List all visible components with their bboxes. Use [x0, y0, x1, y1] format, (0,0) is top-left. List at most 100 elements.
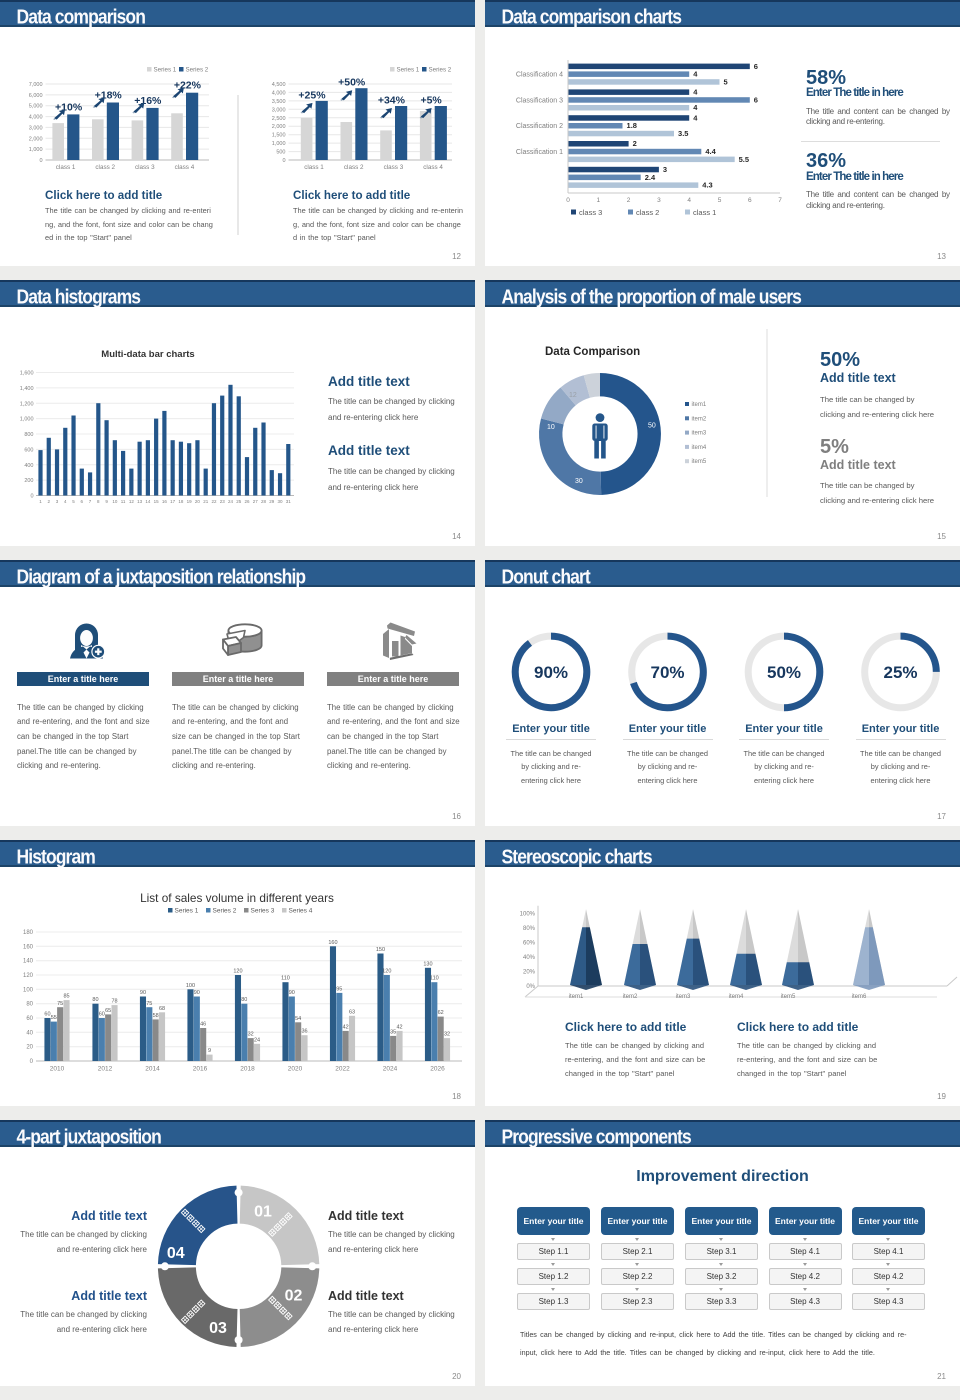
svg-text:20: 20 — [195, 499, 201, 504]
svg-text:Series 2: Series 2 — [186, 67, 209, 74]
svg-text:class 3: class 3 — [579, 208, 602, 217]
svg-text:100: 100 — [186, 983, 195, 989]
svg-text:500: 500 — [276, 150, 285, 156]
svg-text:Series 3: Series 3 — [251, 908, 275, 915]
svg-text:0: 0 — [282, 158, 285, 164]
svg-text:75: 75 — [146, 1001, 152, 1007]
svg-text:Classification 4: Classification 4 — [516, 72, 563, 79]
svg-text:150: 150 — [376, 947, 385, 953]
svg-text:21: 21 — [203, 499, 209, 504]
svg-text:60: 60 — [26, 1016, 33, 1022]
svg-text:800: 800 — [24, 432, 33, 438]
svg-text:46: 46 — [200, 1022, 206, 1028]
svg-text:4: 4 — [693, 103, 698, 112]
svg-text:6: 6 — [754, 62, 758, 71]
svg-text:78: 78 — [111, 999, 117, 1005]
svg-text:2010: 2010 — [50, 1066, 65, 1073]
svg-text:04: 04 — [167, 1245, 185, 1262]
svg-text:class 1: class 1 — [304, 164, 324, 171]
svg-text:item4: item4 — [729, 994, 744, 1000]
svg-text:5: 5 — [724, 77, 728, 86]
svg-text:120: 120 — [382, 969, 391, 975]
svg-text:2022: 2022 — [335, 1066, 350, 1073]
svg-text:4: 4 — [687, 197, 691, 204]
svg-text:2: 2 — [48, 499, 51, 504]
svg-text:1,600: 1,600 — [20, 371, 34, 377]
svg-text:4: 4 — [693, 113, 698, 122]
svg-text:54: 54 — [295, 1016, 301, 1022]
svg-text:3: 3 — [56, 499, 59, 504]
svg-text:class 4: class 4 — [423, 164, 443, 171]
svg-text:90%: 90% — [534, 663, 568, 682]
svg-text:25%: 25% — [883, 663, 917, 682]
svg-text:60%: 60% — [523, 941, 536, 947]
svg-text:140: 140 — [23, 959, 34, 965]
svg-text:27: 27 — [253, 499, 259, 504]
svg-text:23: 23 — [220, 499, 226, 504]
svg-text:class 3: class 3 — [384, 164, 404, 171]
svg-text:36: 36 — [301, 1029, 307, 1035]
svg-text:item2: item2 — [692, 416, 707, 422]
svg-text:4,500: 4,500 — [272, 82, 286, 88]
svg-text:1: 1 — [596, 197, 600, 204]
svg-text:3,500: 3,500 — [272, 99, 286, 105]
svg-text:6: 6 — [754, 95, 758, 104]
svg-text:40%: 40% — [523, 955, 536, 961]
svg-text:2,000: 2,000 — [29, 136, 43, 142]
svg-text:28: 28 — [261, 499, 267, 504]
svg-text:1: 1 — [39, 499, 42, 504]
svg-text:22: 22 — [211, 499, 217, 504]
svg-text:4: 4 — [64, 499, 67, 504]
svg-text:4: 4 — [693, 88, 698, 97]
svg-text:4,000: 4,000 — [29, 115, 43, 121]
svg-text:+22%: +22% — [174, 80, 202, 92]
svg-text:400: 400 — [24, 463, 33, 469]
svg-text:Series 2: Series 2 — [213, 908, 237, 915]
svg-text:5: 5 — [718, 197, 722, 204]
svg-text:item3: item3 — [676, 994, 691, 1000]
svg-text:31: 31 — [286, 499, 292, 504]
svg-text:50: 50 — [648, 423, 656, 430]
svg-text:3: 3 — [663, 165, 667, 174]
svg-text:68: 68 — [159, 1006, 165, 1012]
svg-text:2,000: 2,000 — [272, 124, 286, 130]
svg-text:1,000: 1,000 — [272, 141, 286, 147]
svg-text:16: 16 — [162, 499, 168, 504]
svg-text:12: 12 — [569, 392, 577, 399]
svg-text:30: 30 — [575, 478, 583, 485]
svg-text:4.3: 4.3 — [702, 181, 712, 190]
svg-text:90: 90 — [140, 990, 146, 996]
svg-text:2012: 2012 — [98, 1066, 113, 1073]
svg-text:class 2: class 2 — [344, 164, 364, 171]
svg-text:100%: 100% — [520, 912, 536, 918]
svg-text:Series 4: Series 4 — [289, 908, 313, 915]
svg-text:10: 10 — [112, 499, 118, 504]
svg-text:2.4: 2.4 — [645, 173, 656, 182]
svg-text:item4: item4 — [692, 445, 707, 451]
svg-text:13: 13 — [137, 499, 143, 504]
svg-text:2020: 2020 — [288, 1066, 303, 1073]
svg-text:90: 90 — [289, 990, 295, 996]
svg-text:85: 85 — [63, 994, 69, 1000]
svg-text:0: 0 — [30, 1059, 34, 1065]
svg-text:14: 14 — [145, 499, 151, 504]
svg-text:0%: 0% — [526, 984, 535, 990]
svg-text:35: 35 — [390, 1029, 396, 1035]
svg-text:7: 7 — [89, 499, 92, 504]
svg-text:26: 26 — [244, 499, 250, 504]
svg-text:5: 5 — [72, 499, 75, 504]
svg-text:0: 0 — [566, 197, 570, 204]
svg-text:item2: item2 — [623, 994, 638, 1000]
svg-text:11: 11 — [121, 499, 126, 504]
svg-text:29: 29 — [269, 499, 275, 504]
svg-text:32: 32 — [444, 1032, 450, 1038]
svg-text:6,000: 6,000 — [29, 93, 43, 99]
svg-text:Series 1: Series 1 — [397, 67, 420, 74]
svg-text:4,000: 4,000 — [272, 90, 286, 96]
svg-text:5.5: 5.5 — [739, 155, 749, 164]
svg-text:3: 3 — [657, 197, 661, 204]
svg-text:item5: item5 — [692, 459, 707, 465]
svg-text:item1: item1 — [692, 402, 707, 408]
svg-text:95: 95 — [336, 986, 342, 992]
svg-text:110: 110 — [281, 976, 290, 982]
